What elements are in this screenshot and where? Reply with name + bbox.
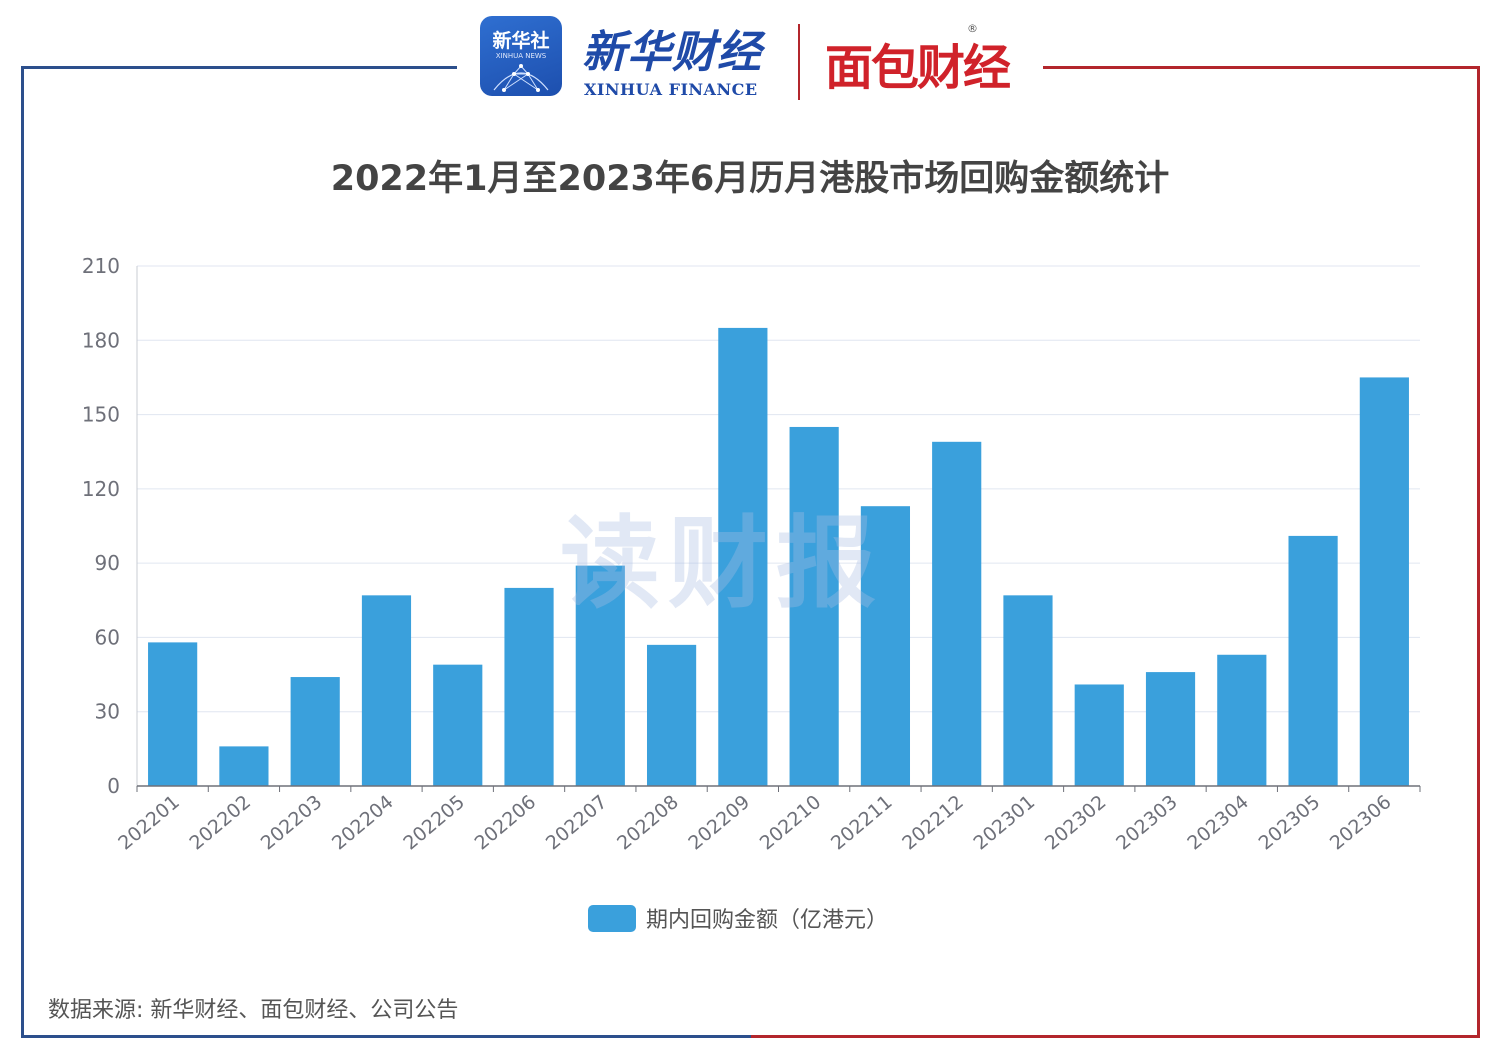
x-tick-label: 202304 xyxy=(1183,791,1253,854)
x-tick-label: 202201 xyxy=(114,791,184,854)
x-tick-label: 202203 xyxy=(257,791,327,854)
bar xyxy=(932,441,982,786)
x-tick-label: 202207 xyxy=(542,791,612,854)
x-tick-label: 202210 xyxy=(756,791,826,854)
bar xyxy=(1288,535,1338,786)
header-logos: 新华社 XINHUA NEWS 新华财经 XINHUA FINANCE 面包财经… xyxy=(480,14,1025,100)
xinhua-badge-en: XINHUA NEWS xyxy=(495,52,547,60)
x-tick-label: 202206 xyxy=(471,791,541,854)
legend-label[interactable]: 期内回购金额（亿港元） xyxy=(646,908,889,933)
bar xyxy=(504,587,554,786)
mianbao-finance-logo: 面包财经 xyxy=(825,40,1011,96)
x-tick-label: 202303 xyxy=(1112,791,1182,854)
x-tick-label: 202302 xyxy=(1041,791,1111,854)
frame-left-line xyxy=(21,66,24,1038)
bar xyxy=(1003,595,1053,786)
y-tick-label: 180 xyxy=(82,328,120,352)
bar xyxy=(148,642,198,786)
bar xyxy=(1145,672,1196,786)
frame-right-line xyxy=(1477,66,1480,1038)
y-tick-label: 0 xyxy=(107,774,120,798)
bar xyxy=(789,426,839,786)
bar xyxy=(1074,684,1124,786)
bar xyxy=(718,327,768,786)
globe-network-icon xyxy=(493,64,549,92)
data-source-note: 数据来源: 新华财经、面包财经、公司公告 xyxy=(48,998,459,1023)
xinhua-finance-logo-en: XINHUA FINANCE xyxy=(584,80,758,99)
bar xyxy=(433,664,483,786)
bar xyxy=(860,506,911,786)
x-tick-label: 202202 xyxy=(185,791,255,854)
y-tick-label: 210 xyxy=(82,254,120,278)
registered-mark: ® xyxy=(967,22,978,35)
x-tick-label: 202305 xyxy=(1255,791,1325,854)
y-tick-label: 30 xyxy=(95,700,120,724)
logo-divider xyxy=(798,24,800,100)
x-tick-label: 202301 xyxy=(969,791,1039,854)
bar xyxy=(361,595,412,786)
frame-top-left-line xyxy=(21,66,457,69)
y-tick-label: 60 xyxy=(95,625,120,649)
xinhua-badge-text: 新华社 xyxy=(492,30,550,52)
x-tick-label: 202205 xyxy=(399,791,469,854)
xinhua-news-logo: 新华社 XINHUA NEWS xyxy=(480,16,562,96)
x-tick-label: 202212 xyxy=(898,791,968,854)
frame-bottom-right-line xyxy=(751,1035,1480,1038)
chart-title: 2022年1月至2023年6月历月港股市场回购金额统计 xyxy=(330,159,1170,199)
bar xyxy=(219,746,269,786)
frame-top-right-line xyxy=(1043,66,1480,69)
bar xyxy=(1359,377,1409,786)
x-tick-label: 202306 xyxy=(1326,791,1396,854)
bar xyxy=(1217,654,1267,786)
x-tick-label: 202204 xyxy=(328,791,398,854)
y-tick-label: 90 xyxy=(95,551,120,575)
x-tick-label: 202208 xyxy=(613,791,683,854)
bar xyxy=(290,677,340,786)
x-tick-label: 202209 xyxy=(684,791,754,854)
y-tick-label: 120 xyxy=(82,477,120,501)
xinhua-finance-logo-cn: 新华财经 xyxy=(582,27,762,78)
frame-bottom-left-line xyxy=(21,1035,751,1038)
y-tick-label: 150 xyxy=(82,403,120,427)
bar xyxy=(646,644,697,786)
legend-swatch[interactable] xyxy=(588,905,636,932)
bar xyxy=(575,565,625,786)
x-tick-label: 202211 xyxy=(827,791,897,854)
